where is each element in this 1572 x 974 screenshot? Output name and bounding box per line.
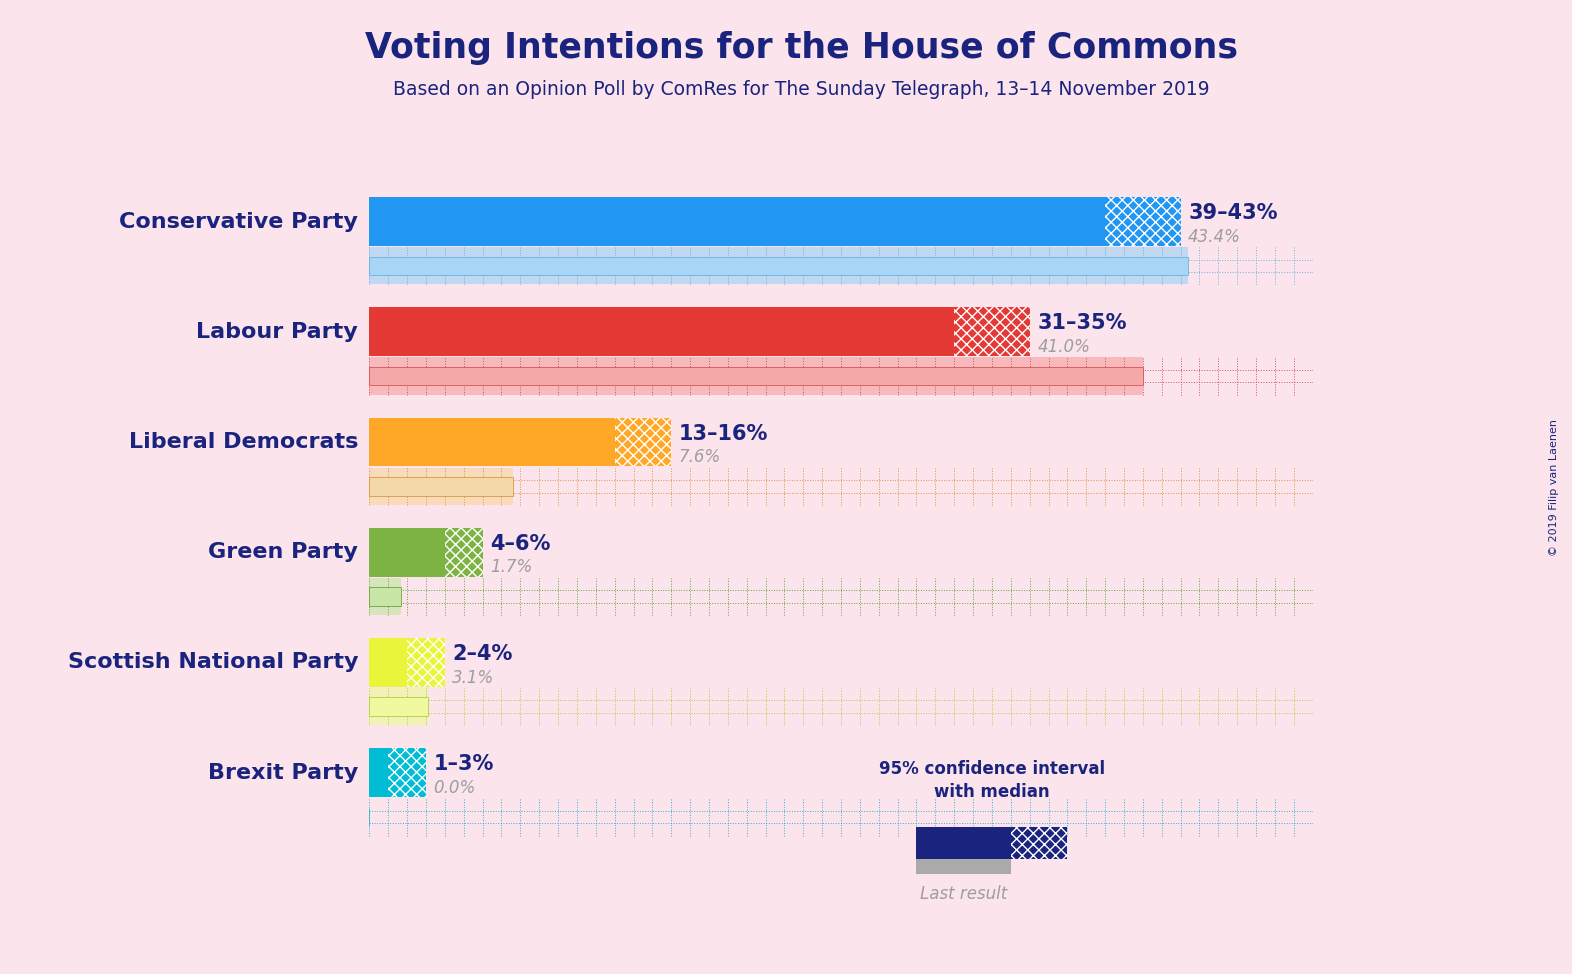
Bar [954, 307, 1030, 356]
Text: © 2019 Filip van Laenen: © 2019 Filip van Laenen [1550, 419, 1559, 555]
Bar [369, 748, 388, 797]
Text: Scottish National Party: Scottish National Party [68, 653, 358, 672]
Text: 31–35%: 31–35% [1038, 314, 1127, 333]
Text: 7.6%: 7.6% [679, 448, 722, 467]
Bar [916, 859, 1011, 875]
Text: Voting Intentions for the House of Commons: Voting Intentions for the House of Commo… [365, 31, 1239, 65]
Bar [369, 307, 954, 356]
Bar [369, 357, 1143, 394]
Text: 3.1%: 3.1% [453, 669, 495, 687]
Text: Conservative Party: Conservative Party [119, 211, 358, 232]
Text: 13–16%: 13–16% [679, 424, 769, 443]
Text: 4–6%: 4–6% [490, 534, 550, 554]
Text: 39–43%: 39–43% [1188, 203, 1278, 223]
Text: 1–3%: 1–3% [434, 754, 494, 774]
Text: Labour Party: Labour Party [196, 321, 358, 342]
Text: Last result: Last result [920, 885, 1008, 904]
Bar [369, 367, 1143, 386]
Bar [369, 587, 401, 606]
Text: 2–4%: 2–4% [453, 644, 512, 664]
Bar [1011, 827, 1067, 859]
Text: Based on an Opinion Poll by ComRes for The Sunday Telegraph, 13–14 November 2019: Based on an Opinion Poll by ComRes for T… [393, 80, 1210, 99]
Bar [388, 748, 426, 797]
Bar [369, 256, 1188, 276]
Bar [1105, 197, 1181, 246]
Text: Green Party: Green Party [208, 543, 358, 562]
Bar [615, 418, 671, 467]
Bar [445, 528, 483, 577]
Text: Brexit Party: Brexit Party [208, 763, 358, 783]
Bar [407, 638, 445, 687]
Bar [369, 578, 401, 616]
Text: 1.7%: 1.7% [490, 558, 533, 577]
Text: Liberal Democrats: Liberal Democrats [129, 432, 358, 452]
Text: 43.4%: 43.4% [1188, 228, 1240, 245]
Bar [369, 528, 445, 577]
Text: 95% confidence interval
with median: 95% confidence interval with median [879, 761, 1105, 801]
Bar [369, 638, 407, 687]
Text: 41.0%: 41.0% [1038, 338, 1089, 356]
Bar [369, 247, 1188, 284]
Text: 0.0%: 0.0% [434, 779, 476, 797]
Bar [369, 418, 615, 467]
Bar [369, 468, 512, 505]
Bar [369, 688, 428, 726]
Bar [369, 697, 428, 716]
Bar [369, 197, 1105, 246]
Bar [916, 827, 1011, 859]
Bar [369, 477, 512, 496]
